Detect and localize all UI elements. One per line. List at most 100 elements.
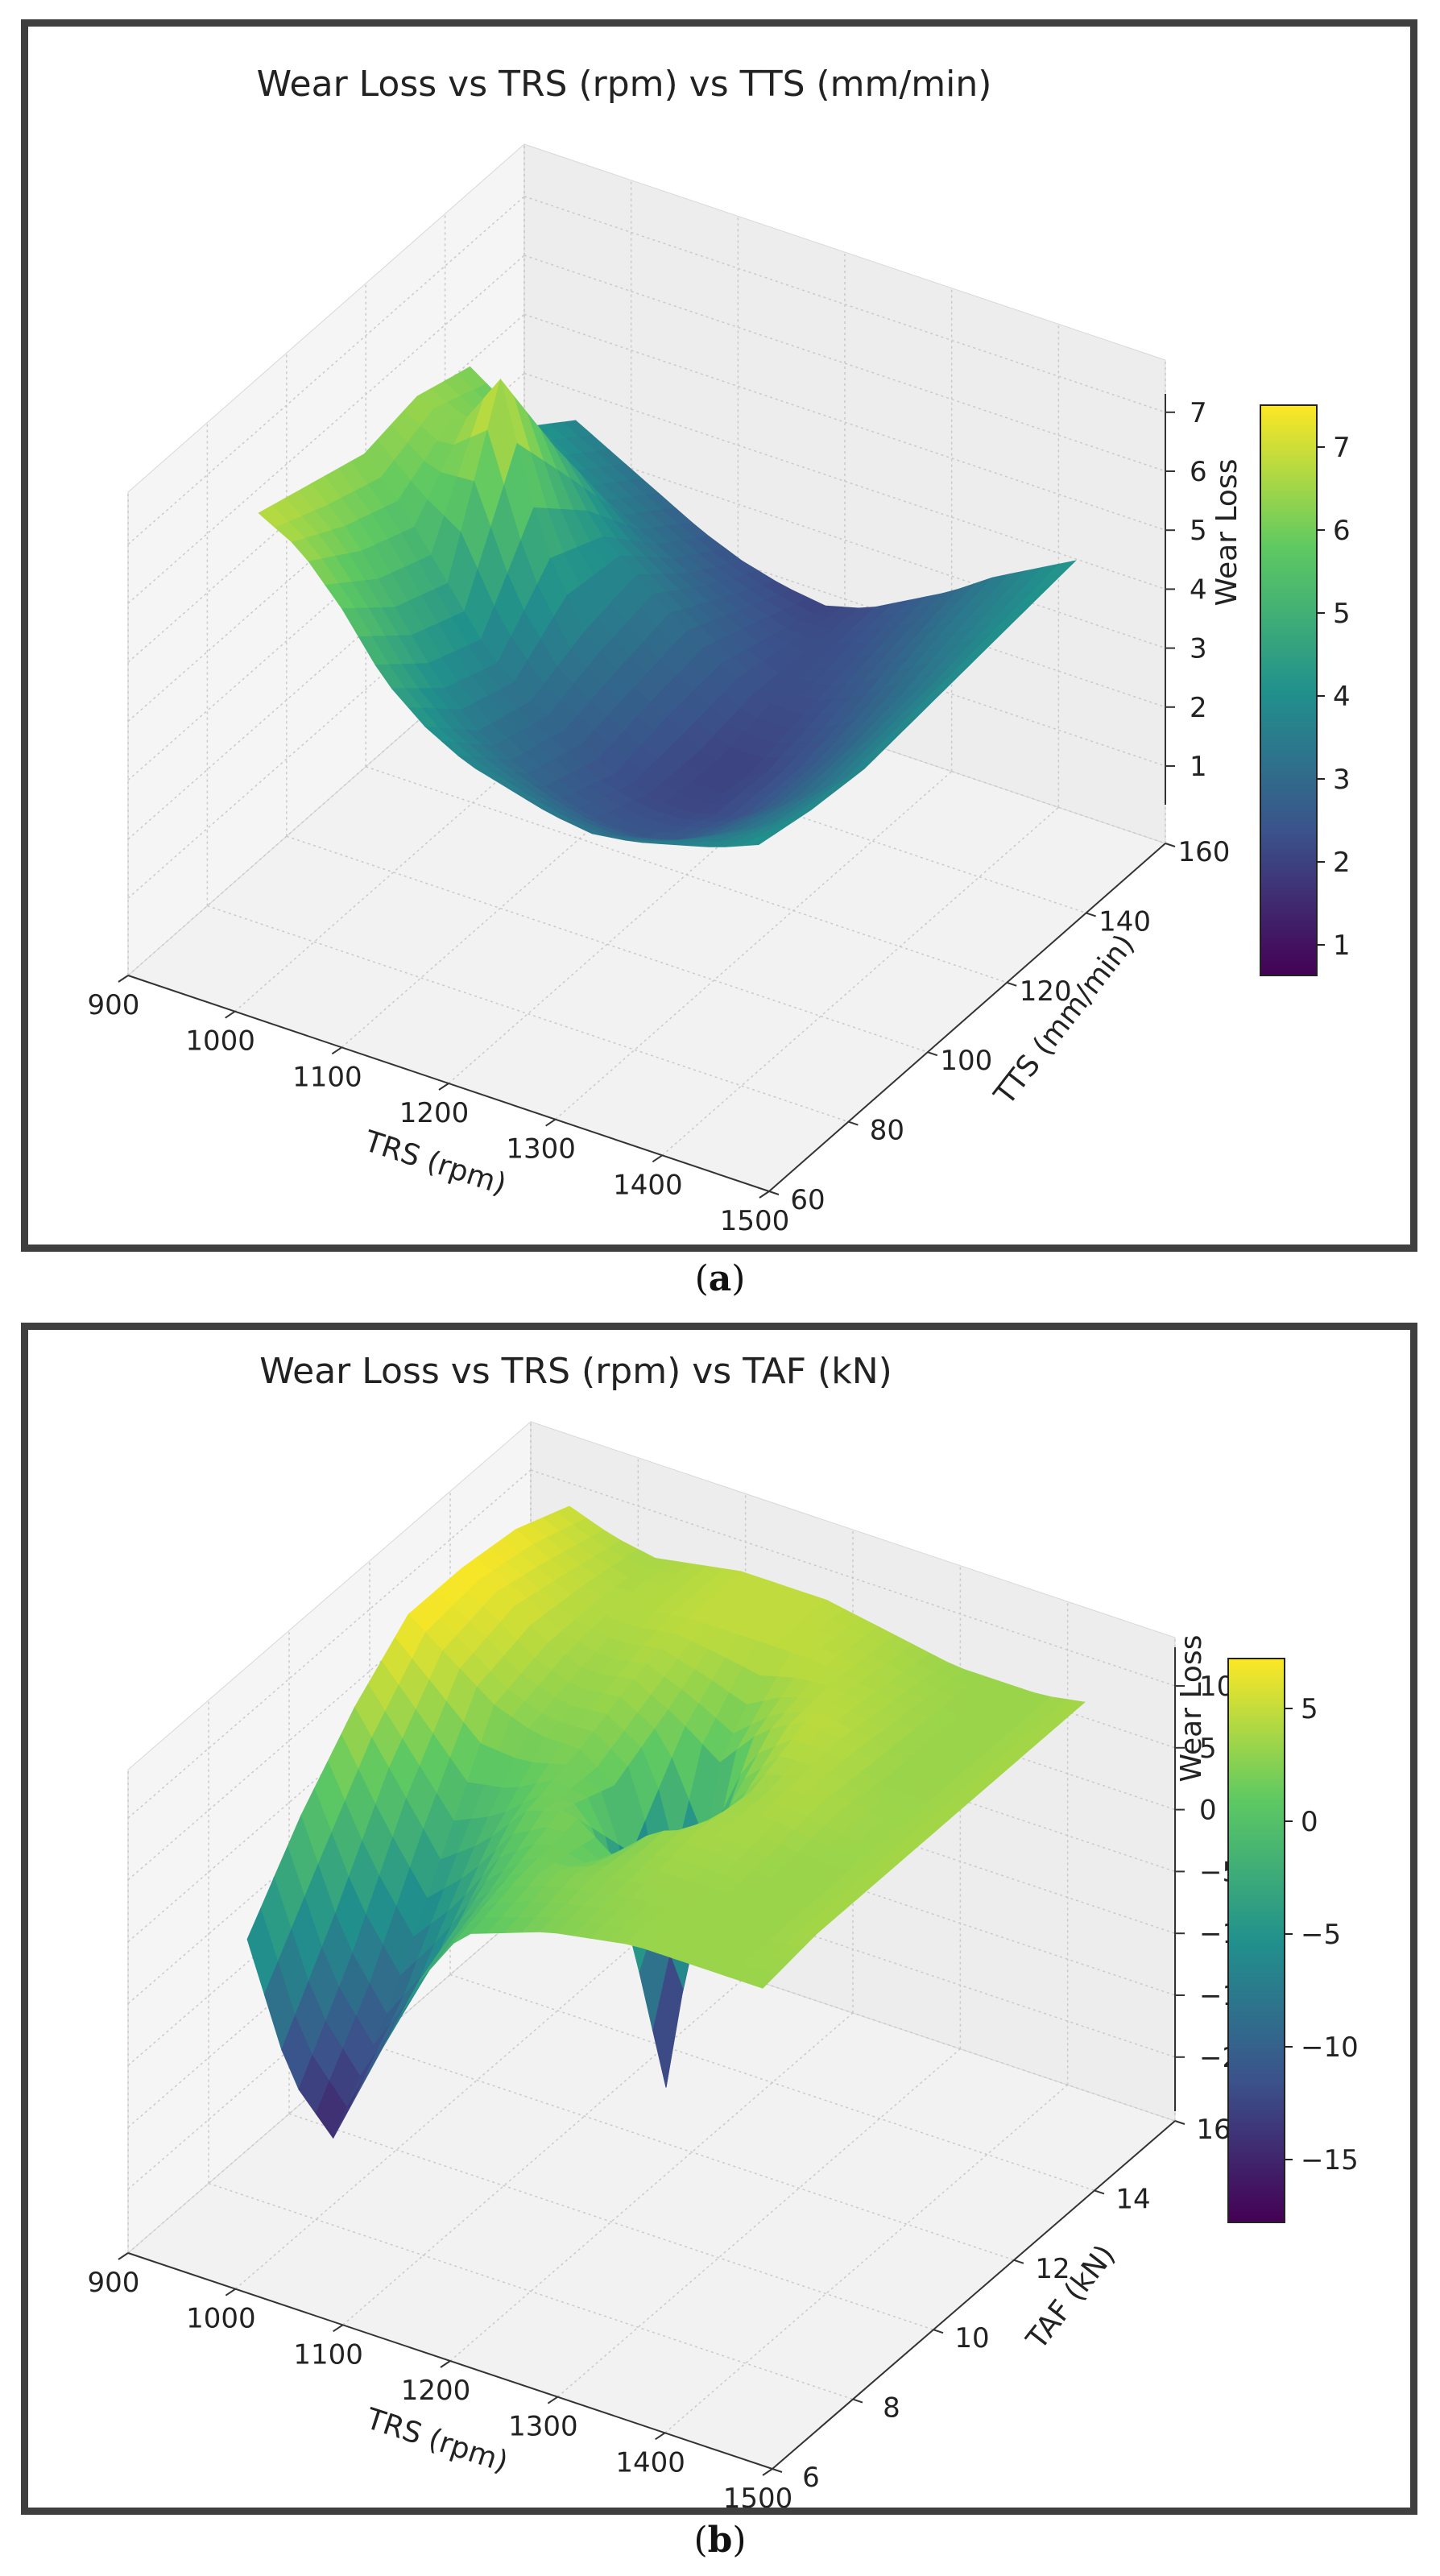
- grid-z-left: [127, 1531, 532, 1881]
- colorbar-tick-label: 1: [1333, 930, 1351, 962]
- x-tick-mark: [438, 1083, 449, 1091]
- caption-a: (a): [694, 1258, 746, 1299]
- colorbar-label: Wear Loss: [1175, 1635, 1208, 1783]
- grid-y-floor: [208, 2182, 854, 2400]
- y-tick-label: 6: [802, 2462, 820, 2494]
- y-tick-label: 100: [940, 1045, 992, 1077]
- x-tick-label: 1100: [292, 1061, 362, 1093]
- z-tick-label: 7: [1190, 397, 1207, 429]
- y-tick-mark: [768, 1191, 780, 1195]
- chart-panel-b: Wear Loss vs TRS (rpm) vs TAF (kN) 900 100…: [21, 1323, 1417, 2515]
- colorbar-tick-label: 3: [1333, 764, 1351, 796]
- colorbar: [1227, 1658, 1285, 2223]
- z-tick-label: 1: [1190, 751, 1207, 783]
- x-tick-label: 1300: [508, 2411, 578, 2443]
- y-tick-mark: [1006, 981, 1017, 987]
- x-tick-label: 1400: [613, 1169, 683, 1201]
- x-tick-label: 1100: [293, 2338, 363, 2371]
- x-axis-label: TRS (rpm): [360, 1124, 511, 1202]
- colorbar-tick-label: 5: [1333, 598, 1351, 630]
- x-tick-mark: [547, 2396, 558, 2404]
- grid-y-floor: [449, 1973, 1095, 2192]
- x-tick-mark: [655, 2432, 666, 2441]
- y-tick-label: 12: [1035, 2253, 1070, 2285]
- grid-x-floor: [449, 2012, 854, 2362]
- x-tick-mark: [333, 2324, 344, 2333]
- y-tick-mark: [927, 1051, 938, 1057]
- surface-chart-a: Wear Loss vs TRS (rpm) vs TTS (mm/min) 90…: [88, 64, 1351, 1237]
- y-tick-mark: [772, 2468, 783, 2473]
- grid-z-left: [127, 1469, 532, 1819]
- y-tick-label: 14: [1115, 2183, 1150, 2215]
- z-tick-label: 4: [1190, 574, 1207, 606]
- y-axis-line: [768, 843, 1166, 1192]
- y-axis-line: [772, 2120, 1176, 2470]
- colorbar-tick-label: −5: [1301, 1919, 1341, 1951]
- grid-x-floor: [557, 2048, 961, 2398]
- caption-b: (b): [693, 2520, 747, 2561]
- x-tick-label: 1000: [185, 1025, 255, 1058]
- x-tick-label: 1400: [615, 2446, 685, 2479]
- grid-x-floor: [234, 1940, 639, 2290]
- z-tick-label: 5: [1190, 515, 1207, 547]
- chart-panel-a: Wear Loss vs TRS (rpm) vs TTS (mm/min) 90…: [21, 19, 1417, 1252]
- x-axis-label: TRS (rpm): [362, 2402, 512, 2479]
- y-tick-mark: [933, 2329, 944, 2334]
- colorbar-tick-label: −10: [1301, 2031, 1359, 2064]
- x-tick-mark: [652, 1154, 663, 1163]
- chart-title: Wear Loss vs TRS (rpm) vs TTS (mm/min): [257, 64, 992, 105]
- x-tick-label: 1300: [506, 1133, 576, 1166]
- y-tick-mark: [1094, 2189, 1105, 2195]
- grid-x-floor: [342, 1976, 747, 2325]
- grid-x-floor: [664, 2084, 1069, 2433]
- x-tick-label: 1500: [723, 2483, 793, 2508]
- z-tick-label: 2: [1190, 692, 1207, 724]
- colorbar-tick-label: 4: [1333, 681, 1351, 713]
- z-tick-label: 3: [1190, 633, 1207, 665]
- caption-b-label: b: [707, 2520, 733, 2561]
- y-tick-mark: [1174, 2120, 1186, 2125]
- y-tick-mark: [1086, 912, 1096, 917]
- x-tick-label: 1000: [186, 2303, 256, 2335]
- z-tick-label: 5: [1199, 1733, 1217, 1765]
- x-tick-mark: [545, 1118, 557, 1127]
- x-tick-mark: [759, 1191, 770, 1199]
- surface-cell: [742, 835, 772, 847]
- y-tick-mark: [848, 1120, 859, 1126]
- y-tick-label: 80: [870, 1115, 904, 1147]
- y-tick-label: 60: [790, 1184, 825, 1216]
- y-tick-mark: [852, 2398, 863, 2404]
- grid-z-back: [530, 1469, 1176, 1687]
- x-tick-label: 1200: [401, 2375, 471, 2407]
- x-tick-label: 1500: [720, 1205, 790, 1237]
- y-tick-label: 140: [1099, 905, 1151, 938]
- x-tick-mark: [225, 1010, 236, 1019]
- colorbar-tick-label: −15: [1301, 2144, 1359, 2176]
- colorbar-label: Wear Loss: [1210, 459, 1243, 607]
- colorbar-tick-label: 7: [1333, 432, 1351, 464]
- y-tick-label: 120: [1020, 975, 1072, 1008]
- surface: [246, 1505, 1086, 2139]
- chart-title: Wear Loss vs TRS (rpm) vs TAF (kN): [259, 1351, 892, 1392]
- grid-y-floor: [369, 2044, 1015, 2261]
- surface-cell: [744, 1969, 777, 1989]
- y-tick-mark: [1013, 2259, 1024, 2264]
- y-tick-mark: [1165, 843, 1176, 847]
- surface-chart-b: Wear Loss vs TRS (rpm) vs TAF (kN)900100…: [88, 1351, 1359, 2508]
- x-tick-mark: [118, 975, 129, 983]
- grid-y-floor: [288, 2113, 934, 2330]
- colorbar-tick-label: 0: [1301, 1806, 1318, 1838]
- z-tick-label: 0: [1199, 1795, 1217, 1827]
- caption-a-label: a: [708, 1258, 732, 1299]
- x-tick-mark: [225, 2288, 236, 2296]
- x-tick-label: 900: [88, 989, 140, 1021]
- x-tick-mark: [762, 2468, 773, 2476]
- x-tick-mark: [331, 1046, 342, 1055]
- x-tick-label: 900: [88, 2267, 140, 2299]
- y-tick-label: 8: [883, 2392, 900, 2425]
- colorbar-tick-label: 5: [1301, 1693, 1318, 1725]
- x-tick-mark: [440, 2360, 451, 2368]
- y-tick-label: 10: [954, 2322, 989, 2354]
- colorbar: [1260, 404, 1318, 976]
- x-tick-mark: [118, 2252, 129, 2260]
